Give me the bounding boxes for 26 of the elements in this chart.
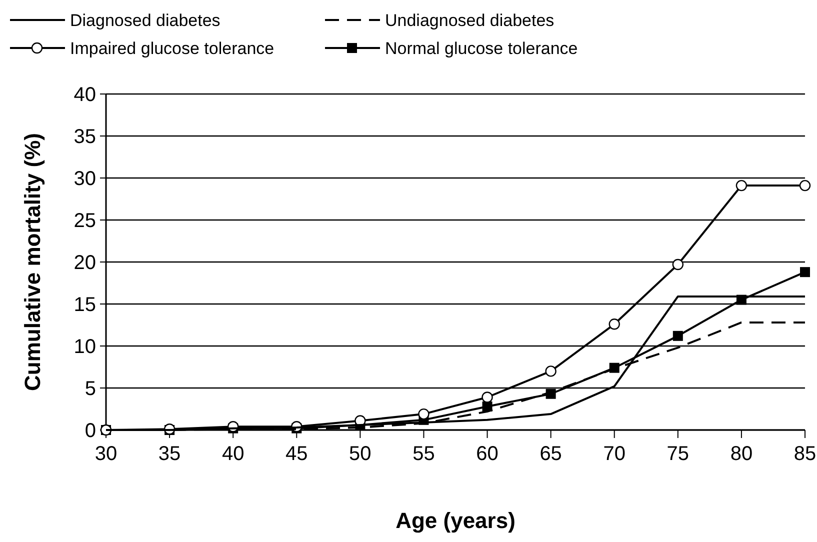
y-tick-label: 5 — [84, 378, 96, 400]
x-tick-label: 45 — [286, 443, 308, 465]
legend-label: Normal glucose tolerance — [385, 38, 578, 58]
x-tick-label: 65 — [540, 443, 562, 465]
y-axis-title: Cumulative mortality (%) — [20, 133, 45, 391]
y-tick-label: 10 — [74, 336, 96, 358]
legend-label: Undiagnosed diabetes — [385, 10, 554, 30]
y-tick-label: 25 — [74, 210, 96, 232]
y-tick-label: 40 — [74, 84, 96, 106]
x-axis-title: Age (years) — [396, 508, 516, 533]
x-tick-label: 75 — [666, 443, 690, 465]
y-tick-label: 30 — [74, 168, 96, 190]
x-tick-label: 70 — [603, 443, 626, 465]
legend-label: Diagnosed diabetes — [70, 10, 220, 30]
x-tick-label: 60 — [476, 443, 498, 465]
x-tick-label: 55 — [412, 443, 435, 465]
y-tick-label: 0 — [84, 420, 96, 442]
legend-label: Impaired glucose tolerance — [70, 38, 274, 58]
y-tick-label: 15 — [74, 294, 96, 316]
x-tick-label: 50 — [349, 443, 372, 465]
x-tick-label: 40 — [222, 443, 244, 465]
x-tick-label: 80 — [730, 443, 753, 465]
y-tick-label: 20 — [74, 252, 96, 274]
y-tick-label: 35 — [74, 126, 96, 148]
x-tick-label: 85 — [794, 443, 816, 465]
x-tick-label: 35 — [158, 443, 181, 465]
